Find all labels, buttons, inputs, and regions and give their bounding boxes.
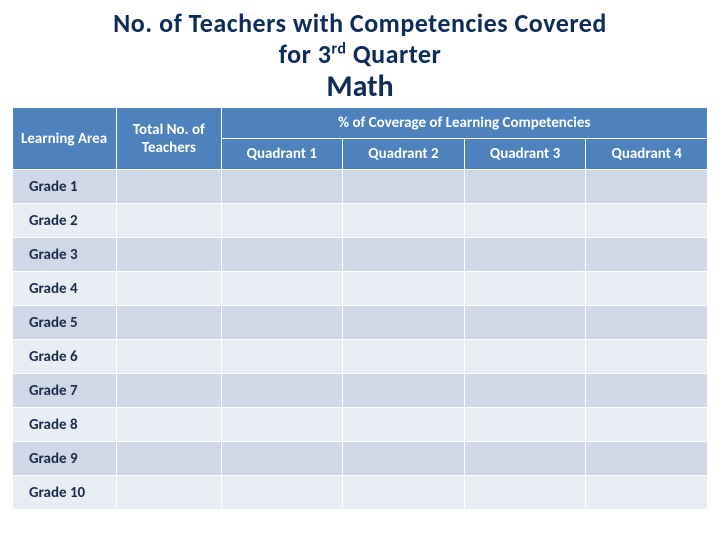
header-quadrant-4: Quadrant 4 xyxy=(586,139,708,170)
cell-empty xyxy=(464,204,586,238)
competency-table: Learning Area Total No. of Teachers % of… xyxy=(12,107,708,510)
cell-empty xyxy=(586,170,708,204)
cell-empty xyxy=(586,306,708,340)
cell-empty xyxy=(343,272,465,306)
cell-empty xyxy=(117,170,221,204)
cell-empty xyxy=(221,204,343,238)
cell-empty xyxy=(343,170,465,204)
cell-empty xyxy=(464,442,586,476)
title-line2-post: Quarter xyxy=(346,38,441,70)
table-row: Grade 6 xyxy=(13,340,708,374)
cell-empty xyxy=(343,408,465,442)
cell-empty xyxy=(221,238,343,272)
cell-grade-label: Grade 5 xyxy=(13,306,117,340)
table-row: Grade 5 xyxy=(13,306,708,340)
cell-empty xyxy=(221,408,343,442)
cell-empty xyxy=(117,442,221,476)
table-row: Grade 1 xyxy=(13,170,708,204)
title-line2-sup: rd xyxy=(331,40,346,59)
cell-empty xyxy=(464,306,586,340)
table-row: Grade 3 xyxy=(13,238,708,272)
header-coverage: % of Coverage of Learning Competencies xyxy=(221,108,708,139)
cell-grade-label: Grade 6 xyxy=(13,340,117,374)
table-row: Grade 8 xyxy=(13,408,708,442)
cell-empty xyxy=(586,204,708,238)
cell-empty xyxy=(586,238,708,272)
cell-empty xyxy=(117,238,221,272)
cell-empty xyxy=(343,442,465,476)
header-total-teachers: Total No. of Teachers xyxy=(117,108,221,170)
table-row: Grade 2 xyxy=(13,204,708,238)
table-row: Grade 9 xyxy=(13,442,708,476)
cell-empty xyxy=(221,442,343,476)
cell-empty xyxy=(464,408,586,442)
cell-grade-label: Grade 4 xyxy=(13,272,117,306)
cell-grade-label: Grade 10 xyxy=(13,476,117,510)
cell-empty xyxy=(586,374,708,408)
cell-empty xyxy=(464,476,586,510)
cell-empty xyxy=(586,340,708,374)
table-row: Grade 10 xyxy=(13,476,708,510)
header-quadrant-3: Quadrant 3 xyxy=(464,139,586,170)
cell-grade-label: Grade 9 xyxy=(13,442,117,476)
cell-empty xyxy=(221,340,343,374)
title-line1: No. of Teachers with Competencies Covere… xyxy=(113,7,607,39)
cell-empty xyxy=(117,374,221,408)
cell-empty xyxy=(221,476,343,510)
cell-empty xyxy=(343,374,465,408)
cell-empty xyxy=(343,476,465,510)
cell-empty xyxy=(586,476,708,510)
cell-empty xyxy=(117,408,221,442)
cell-empty xyxy=(464,340,586,374)
cell-empty xyxy=(464,238,586,272)
cell-grade-label: Grade 1 xyxy=(13,170,117,204)
cell-empty xyxy=(117,340,221,374)
cell-empty xyxy=(117,306,221,340)
cell-empty xyxy=(343,204,465,238)
cell-empty xyxy=(464,272,586,306)
header-learning-area: Learning Area xyxy=(13,108,117,170)
cell-grade-label: Grade 3 xyxy=(13,238,117,272)
subject-heading: Math xyxy=(12,68,708,105)
cell-empty xyxy=(221,374,343,408)
cell-empty xyxy=(221,170,343,204)
cell-empty xyxy=(117,476,221,510)
cell-empty xyxy=(586,272,708,306)
cell-empty xyxy=(343,306,465,340)
header-quadrant-1: Quadrant 1 xyxy=(221,139,343,170)
slide-title: No. of Teachers with Competencies Covere… xyxy=(12,8,708,70)
header-quadrant-2: Quadrant 2 xyxy=(343,139,465,170)
cell-grade-label: Grade 8 xyxy=(13,408,117,442)
cell-grade-label: Grade 7 xyxy=(13,374,117,408)
table-body: Grade 1Grade 2Grade 3Grade 4Grade 5Grade… xyxy=(13,170,708,510)
cell-empty xyxy=(117,272,221,306)
cell-empty xyxy=(464,170,586,204)
table-row: Grade 4 xyxy=(13,272,708,306)
cell-empty xyxy=(464,374,586,408)
cell-empty xyxy=(586,442,708,476)
table-row: Grade 7 xyxy=(13,374,708,408)
cell-empty xyxy=(117,204,221,238)
cell-empty xyxy=(221,306,343,340)
cell-empty xyxy=(221,272,343,306)
cell-grade-label: Grade 2 xyxy=(13,204,117,238)
cell-empty xyxy=(343,340,465,374)
title-line2-pre: for 3 xyxy=(279,38,332,70)
cell-empty xyxy=(586,408,708,442)
cell-empty xyxy=(343,238,465,272)
